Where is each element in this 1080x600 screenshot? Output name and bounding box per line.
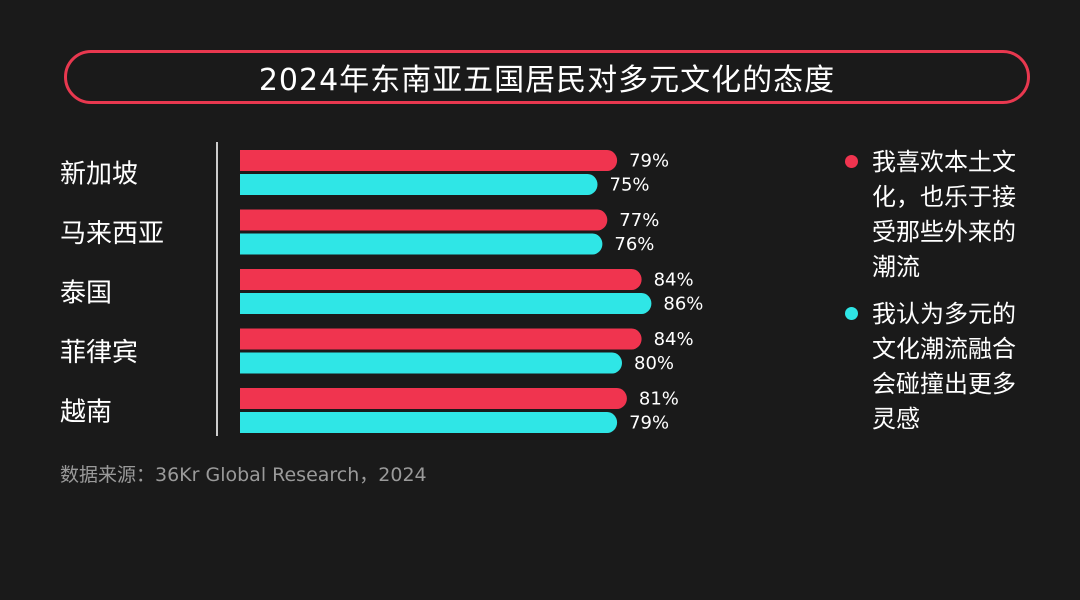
data-label: 75%: [610, 175, 650, 196]
bar-red: [240, 209, 608, 231]
bar-cyan: [239, 412, 618, 433]
data-label: 76%: [614, 234, 654, 255]
legend-item-series-2: 我认为多元的文化潮流融合会碰撞出更多灵感: [845, 297, 1045, 437]
data-label: 79%: [629, 151, 669, 172]
data-label: 79%: [629, 413, 669, 434]
legend-label-series-1: 我喜欢本土文化，也乐于接受那些外来的潮流: [872, 148, 1016, 281]
category-label: 马来西亚: [60, 219, 164, 249]
legend-dot-cyan: [845, 307, 858, 320]
title-box: 2024年东南亚五国居民对多元文化的态度: [64, 50, 1030, 104]
bar-cyan: [240, 352, 622, 374]
data-label: 84%: [654, 329, 694, 350]
bar-cyan: [240, 174, 598, 195]
legend-item-series-1: 我喜欢本土文化，也乐于接受那些外来的潮流: [845, 145, 1045, 285]
category-label: 泰国: [60, 279, 112, 309]
chart-title: 2024年东南亚五国居民对多元文化的态度: [258, 63, 836, 98]
bar-cyan: [240, 293, 652, 314]
legend-label-series-2: 我认为多元的文化潮流融合会碰撞出更多灵感: [872, 300, 1016, 433]
bar-red: [239, 328, 642, 350]
category-label: 越南: [60, 398, 112, 428]
data-label: 77%: [619, 210, 659, 231]
data-label: 86%: [663, 294, 703, 315]
category-label: 新加坡: [60, 160, 138, 190]
legend: 我喜欢本土文化，也乐于接受那些外来的潮流 我认为多元的文化潮流融合会碰撞出更多灵…: [845, 145, 1045, 437]
category-label: 菲律宾: [60, 338, 138, 368]
bar-cyan: [240, 233, 603, 255]
legend-dot-red: [845, 155, 858, 168]
data-label: 81%: [639, 389, 679, 410]
bar-red: [239, 150, 618, 171]
data-source: 数据来源：36Kr Global Research，2024: [60, 464, 427, 486]
data-label: 84%: [654, 270, 694, 291]
bar-red: [240, 388, 627, 409]
data-label: 80%: [634, 353, 674, 374]
bar-red: [239, 269, 642, 290]
